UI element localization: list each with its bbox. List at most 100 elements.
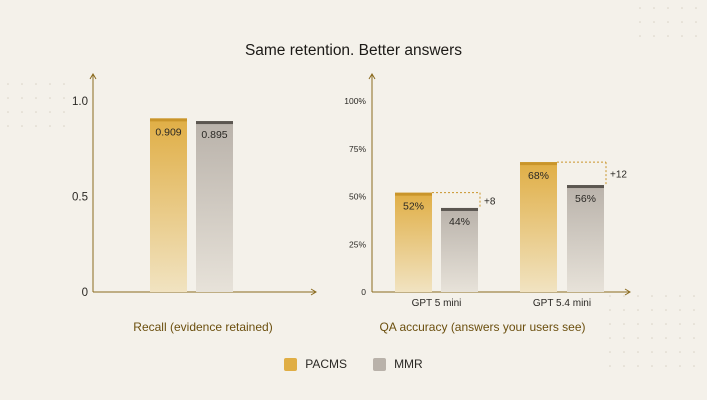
background-dot xyxy=(679,295,681,297)
background-dot xyxy=(637,365,639,367)
background-dot xyxy=(681,21,683,23)
background-dot xyxy=(665,309,667,311)
background-dot xyxy=(651,337,653,339)
qa-x-tick-label: GPT 5 mini xyxy=(412,298,462,309)
background-dot xyxy=(651,309,653,311)
qa-pacms-bar xyxy=(395,192,432,292)
background-dot xyxy=(653,21,655,23)
background-dot xyxy=(35,111,37,113)
qa-mmr-bar-cap xyxy=(441,207,478,211)
background-dot xyxy=(653,35,655,37)
background-dot xyxy=(609,337,611,339)
qa-mmr-bar xyxy=(441,207,478,292)
qa-delta-label: +12 xyxy=(610,170,627,181)
background-dot xyxy=(693,365,695,367)
qa-mmr-bar-cap xyxy=(567,185,604,189)
background-dot xyxy=(693,337,695,339)
qa-accuracy-chart: 0 25% 50% 75% 100% 52% 44% +8 GPT 5 mini 68% 56% +1… xyxy=(344,73,631,309)
recall-pacms-value-label: 0.909 xyxy=(155,126,181,138)
recall-pacms-bar-cap xyxy=(150,118,187,122)
background-dot xyxy=(35,125,37,127)
background-dot xyxy=(609,309,611,311)
background-dot xyxy=(679,309,681,311)
qa-pacms-bar-cap xyxy=(520,162,557,166)
background-dot xyxy=(693,351,695,353)
background-dot xyxy=(651,351,653,353)
recall-y-tick-label: 0 xyxy=(82,287,88,299)
background-dot xyxy=(63,125,65,127)
background-dot xyxy=(623,351,625,353)
background-dot xyxy=(609,365,611,367)
qa-y-tick-label: 25% xyxy=(349,239,366,249)
qa-pacms-bar xyxy=(520,162,557,292)
background-dot xyxy=(35,83,37,85)
qa-pacms-value-label: 52% xyxy=(403,201,424,213)
background-dot xyxy=(667,35,669,37)
legend-swatch-mmr xyxy=(373,357,387,371)
recall-mmr-bar xyxy=(196,121,233,293)
background-dot xyxy=(7,111,9,113)
background-dot xyxy=(49,125,51,127)
qa-x-tick-label: GPT 5.4 mini xyxy=(533,298,591,309)
qa-x-axis-arrow xyxy=(624,288,631,296)
background-dot xyxy=(623,309,625,311)
recall-mmr-bar-cap xyxy=(196,121,233,125)
background-dot xyxy=(637,309,639,311)
background-dot xyxy=(609,351,611,353)
background-dot xyxy=(665,295,667,297)
background-dot xyxy=(653,7,655,9)
background-dot xyxy=(693,323,695,325)
recall-chart: 0 0.5 1.0 0.909 0.895 xyxy=(72,73,317,299)
background-dot xyxy=(623,323,625,325)
background-dot xyxy=(63,111,65,113)
qa-y-tick-label: 0 xyxy=(361,287,366,297)
recall-caption: Recall (evidence retained) xyxy=(133,320,273,334)
legend-label-mmr: MMR xyxy=(394,357,423,371)
background-dot xyxy=(639,21,641,23)
background-dot xyxy=(49,83,51,85)
background-dot xyxy=(639,7,641,9)
background-dot xyxy=(695,7,697,9)
background-dot xyxy=(651,323,653,325)
background-dots xyxy=(7,7,697,367)
background-dot xyxy=(679,323,681,325)
background-dot xyxy=(63,97,65,99)
recall-y-tick-label: 0.5 xyxy=(72,192,88,204)
background-dot xyxy=(639,35,641,37)
background-dot xyxy=(681,7,683,9)
background-dot xyxy=(637,351,639,353)
recall-x-axis-arrow xyxy=(310,288,317,296)
legend: PACMS MMR xyxy=(0,357,707,371)
legend-item-pacms: PACMS xyxy=(284,357,347,371)
background-dot xyxy=(665,323,667,325)
background-dot xyxy=(637,323,639,325)
recall-y-tick-label: 1.0 xyxy=(72,96,88,108)
qa-mmr-value-label: 44% xyxy=(449,216,470,228)
background-dot xyxy=(35,97,37,99)
recall-pacms-bar xyxy=(150,118,187,292)
background-dot xyxy=(609,295,611,297)
recall-mmr-value-label: 0.895 xyxy=(201,129,227,141)
background-dot xyxy=(49,111,51,113)
background-dot xyxy=(63,83,65,85)
background-dot xyxy=(21,111,23,113)
background-dot xyxy=(695,35,697,37)
qa-mmr-bar xyxy=(567,185,604,292)
background-dot xyxy=(609,323,611,325)
qa-y-tick-label: 50% xyxy=(349,192,366,202)
legend-swatch-pacms xyxy=(284,357,298,371)
background-dot xyxy=(21,97,23,99)
qa-caption: QA accuracy (answers your users see) xyxy=(379,320,586,334)
qa-y-axis-arrow xyxy=(368,73,376,80)
background-dot xyxy=(665,337,667,339)
qa-delta-label: +8 xyxy=(484,196,496,207)
background-dot xyxy=(651,295,653,297)
background-dot xyxy=(637,337,639,339)
qa-y-tick-label: 100% xyxy=(344,96,366,106)
chart-title: Same retention. Better answers xyxy=(244,42,463,59)
legend-label-pacms: PACMS xyxy=(305,357,348,371)
qa-pacms-value-label: 68% xyxy=(528,170,549,182)
background-dot xyxy=(667,21,669,23)
background-dot xyxy=(49,97,51,99)
background-dot xyxy=(679,337,681,339)
